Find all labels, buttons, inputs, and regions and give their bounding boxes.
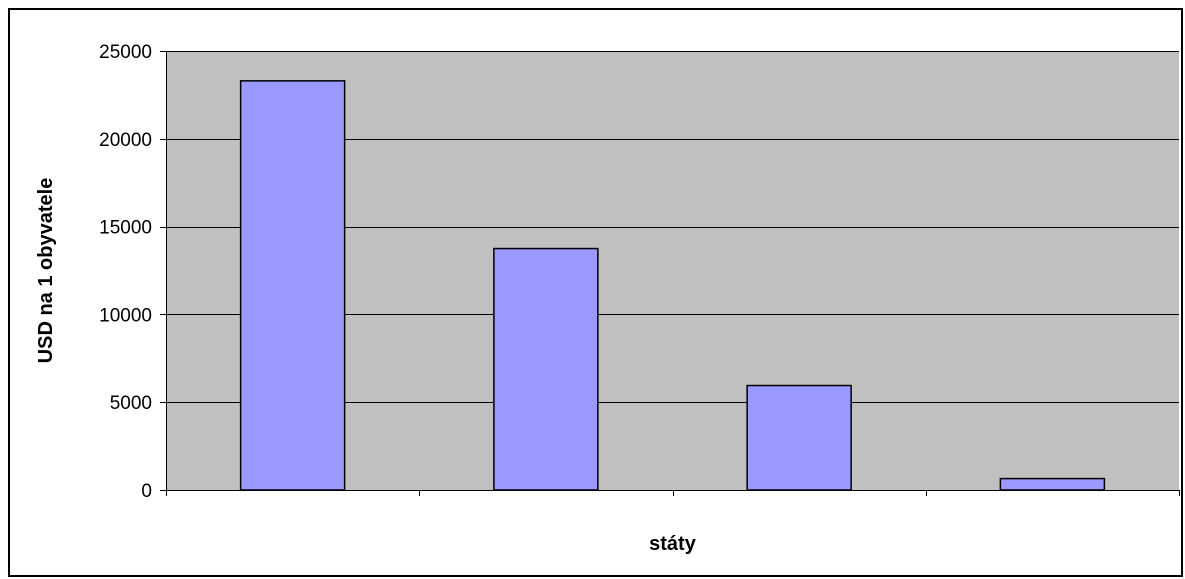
y-axis-title: USD na 1 obyvatele	[35, 178, 57, 364]
bars	[239, 80, 1106, 491]
y-tick-label: 15000	[99, 218, 152, 239]
bar-3	[746, 384, 852, 491]
x-axis-title: státy	[649, 533, 697, 555]
bar-1	[239, 80, 346, 491]
y-tick-labels: 0 5000 10000 15000 20000 25000	[99, 42, 152, 502]
bar-4	[999, 477, 1106, 491]
y-tick-label: 25000	[99, 42, 152, 63]
y-tick-label: 5000	[110, 393, 152, 414]
y-tick-label: 20000	[99, 130, 152, 151]
axes	[160, 51, 1180, 496]
y-tick-label: 10000	[99, 305, 152, 326]
y-tick-label: 0	[141, 481, 152, 502]
bar-2	[493, 247, 599, 491]
